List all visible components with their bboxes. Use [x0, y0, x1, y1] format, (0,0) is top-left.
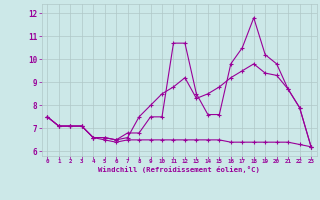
- X-axis label: Windchill (Refroidissement éolien,°C): Windchill (Refroidissement éolien,°C): [98, 166, 260, 173]
